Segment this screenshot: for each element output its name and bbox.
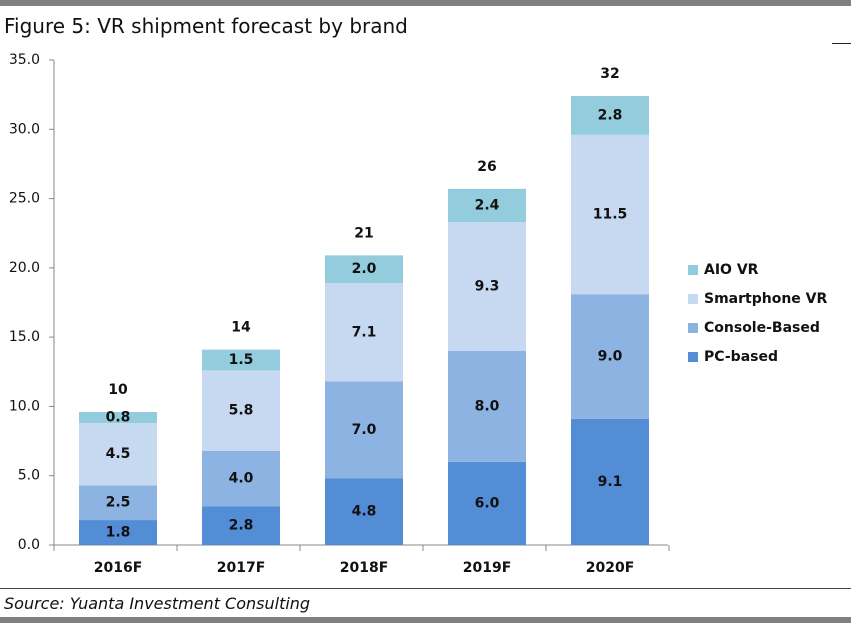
bar-segment-console-based	[202, 450, 280, 507]
x-tick-label: 2019F	[463, 560, 512, 576]
bar-value-label: 4.8	[352, 504, 377, 520]
x-tick-label: 2016F	[94, 560, 143, 576]
y-tick-label: 25.0	[9, 191, 40, 207]
source-note: Source: Yuanta Investment Consulting	[4, 594, 311, 613]
bar-total-label: 14	[231, 320, 251, 336]
bar-value-label: 1.5	[229, 352, 254, 368]
bar-segment-console-based	[571, 294, 649, 419]
legend-swatch	[688, 265, 698, 275]
figure-title: Figure 5: VR shipment forecast by brand	[4, 14, 408, 38]
bar-segment-pc-based	[79, 520, 157, 545]
bar-segment-pc-based	[448, 461, 526, 545]
x-tick-label: 2020F	[586, 560, 635, 576]
y-tick-label: 0.0	[18, 537, 40, 553]
legend-label: PC-based	[704, 349, 778, 365]
bar-segment-console-based	[448, 351, 526, 462]
bar-segment-aio-vr	[325, 255, 403, 284]
bar-segment-pc-based	[325, 478, 403, 545]
bar-segment-pc-based	[202, 506, 280, 545]
y-tick-label: 5.0	[18, 468, 40, 484]
bar-segment-console-based	[79, 485, 157, 521]
top-border	[0, 0, 851, 6]
x-tick-label: 2018F	[340, 560, 389, 576]
legend-swatch	[688, 294, 698, 304]
source-rule	[0, 588, 851, 589]
bar-value-label: 4.5	[106, 446, 131, 462]
bar-segment-smartphone-vr	[325, 283, 403, 382]
bar-value-label: 1.8	[106, 525, 131, 541]
bar-value-label: 9.0	[598, 349, 623, 365]
bar-segment-aio-vr	[79, 411, 157, 424]
bar-total-label: 10	[108, 382, 128, 398]
bar-segment-aio-vr	[448, 188, 526, 223]
bar-segment-smartphone-vr	[448, 222, 526, 351]
bar-value-label: 6.0	[475, 495, 500, 511]
y-tick-label: 35.0	[9, 52, 40, 68]
bar-total-label: 32	[600, 66, 619, 82]
y-tick-label: 15.0	[9, 329, 40, 345]
bar-value-label: 7.0	[352, 422, 377, 438]
bar-segment-smartphone-vr	[202, 370, 280, 451]
legend-swatch	[688, 323, 698, 333]
bar-segment-pc-based	[571, 418, 649, 545]
bar-value-label: 2.8	[229, 518, 254, 534]
legend-label: AIO VR	[704, 262, 759, 278]
bar-value-label: 7.1	[352, 324, 377, 340]
bar-value-label: 9.3	[475, 279, 500, 295]
bar-value-label: 11.5	[593, 207, 628, 223]
x-tick-label: 2017F	[217, 560, 266, 576]
y-tick-label: 20.0	[9, 260, 40, 276]
bar-segment-aio-vr	[571, 96, 649, 135]
bar-segment-aio-vr	[202, 349, 280, 371]
bar-segment-smartphone-vr	[79, 423, 157, 486]
bar-segment-smartphone-vr	[571, 134, 649, 295]
title-rule	[832, 43, 851, 44]
bar-value-label: 2.8	[598, 107, 623, 123]
bar-total-label: 21	[354, 225, 373, 241]
y-tick-label: 10.0	[9, 398, 40, 414]
legend-label: Console-Based	[704, 320, 820, 336]
bar-value-label: 8.0	[475, 398, 500, 414]
bar-value-label: 9.1	[598, 474, 623, 490]
bar-value-label: 0.8	[106, 410, 131, 426]
y-tick-label: 30.0	[9, 121, 40, 137]
legend-label: Smartphone VR	[704, 291, 827, 307]
bottom-border	[0, 617, 851, 623]
bar-segment-console-based	[325, 381, 403, 479]
bar-total-label: 26	[477, 159, 496, 175]
legend-swatch	[688, 352, 698, 362]
bar-value-label: 4.0	[229, 470, 254, 486]
bar-value-label: 5.8	[229, 403, 254, 419]
bar-value-label: 2.4	[475, 198, 500, 214]
bar-value-label: 2.0	[352, 261, 377, 277]
bar-value-label: 2.5	[106, 495, 131, 511]
